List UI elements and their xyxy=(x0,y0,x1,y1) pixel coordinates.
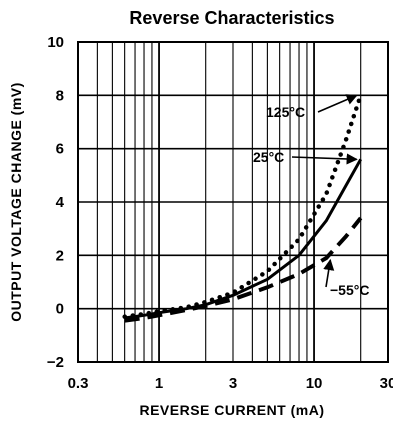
annotations: 125°C 25°C −55°C xyxy=(253,94,369,298)
annotation-arrow xyxy=(317,94,358,113)
y-tick-label: 4 xyxy=(56,194,65,211)
x-axis-label: REVERSE CURRENT (mA) xyxy=(139,402,324,418)
annotation-arrow xyxy=(291,153,358,165)
y-axis-label: OUTPUT VOLTAGE CHANGE (mV) xyxy=(8,82,24,322)
x-tick-label: 1 xyxy=(155,375,163,392)
y-tick-label: 10 xyxy=(47,34,64,51)
x-tick-labels: 0.3 1 3 10 30 xyxy=(68,375,393,392)
chart-title: Reverse Characteristics xyxy=(129,8,334,28)
annotation-label: 125°C xyxy=(266,104,305,120)
x-tick-label: 30 xyxy=(380,375,393,392)
x-tick-label: 0.3 xyxy=(68,375,89,392)
plot-frame xyxy=(77,41,389,363)
grid xyxy=(77,42,388,362)
y-tick-label: 2 xyxy=(56,247,64,264)
annotation-label: −55°C xyxy=(330,282,369,298)
series-line xyxy=(124,216,363,323)
x-tick-label: 3 xyxy=(229,375,237,392)
annotation-label: 25°C xyxy=(253,149,284,165)
annotation-arrow xyxy=(323,258,335,288)
y-tick-label: 6 xyxy=(56,141,64,158)
y-tick-label: 0 xyxy=(56,301,64,318)
x-tick-label: 10 xyxy=(306,375,323,392)
series-line xyxy=(122,93,363,319)
y-tick-labels: −2 0 2 4 6 8 10 xyxy=(47,34,65,371)
series-group xyxy=(122,93,363,323)
series-line xyxy=(124,158,363,320)
y-tick-label: 8 xyxy=(56,87,64,104)
y-tick-label: −2 xyxy=(47,354,64,371)
